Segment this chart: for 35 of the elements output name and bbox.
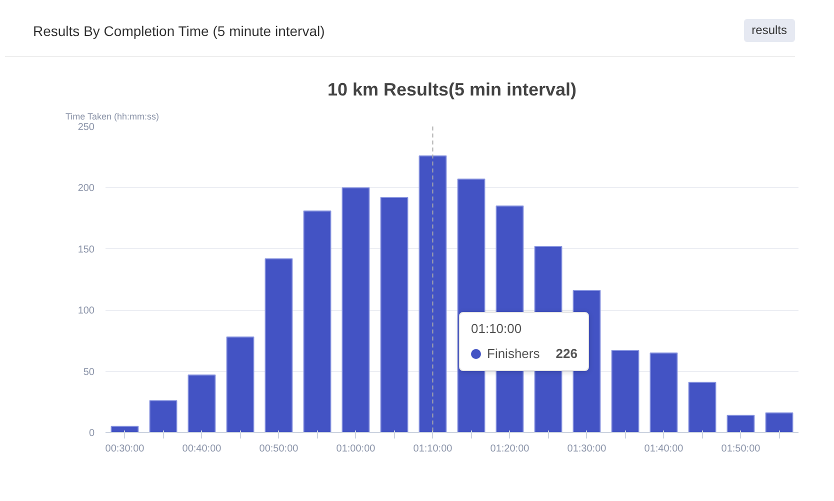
bar	[650, 352, 678, 432]
bar	[226, 336, 254, 432]
bar	[303, 210, 332, 432]
x-tick-label: 00:30:00	[105, 444, 145, 454]
x-tick-label: 01:20:00	[490, 444, 530, 454]
text: results	[744, 19, 795, 42]
x-tick-label: 01:40:00	[644, 444, 684, 454]
legend-title: 01:10:00	[471, 320, 523, 338]
legend-label: Finishers	[487, 344, 540, 363]
x-tick-label: 01:50:00	[721, 444, 761, 454]
x-tick-label: 00:50:00	[259, 444, 299, 454]
x-tick-label: 01:00:00	[336, 444, 376, 454]
bar	[342, 187, 370, 432]
y-axis-title: Time Taken (hh:mm:ss)	[66, 112, 160, 122]
x-tick-label: 01:30:00	[567, 444, 607, 454]
x-tick-label: 00:40:00	[182, 444, 222, 454]
bar	[418, 155, 447, 432]
y-tick-label: 50	[83, 366, 95, 378]
annotation: 226	[556, 344, 578, 363]
y-tick-label: 0	[88, 428, 95, 439]
x-tick-label: 01:10:00	[413, 444, 453, 454]
y-tick-label: 150	[78, 244, 95, 256]
bar	[264, 258, 293, 432]
y-tick-label: 250	[78, 122, 95, 133]
bar	[188, 374, 216, 432]
bar	[688, 382, 716, 432]
bar	[765, 412, 794, 432]
bar	[611, 350, 640, 432]
y-tick-label: 100	[78, 306, 95, 317]
y-tick-label: 200	[78, 183, 95, 194]
chart-title: Results By Completion Time (5 minute interval)	[33, 22, 325, 41]
chart-subtitle: 10 km Results(5 min interval)	[327, 80, 577, 100]
bar	[149, 400, 178, 432]
bar	[726, 414, 755, 432]
bar	[380, 196, 408, 432]
